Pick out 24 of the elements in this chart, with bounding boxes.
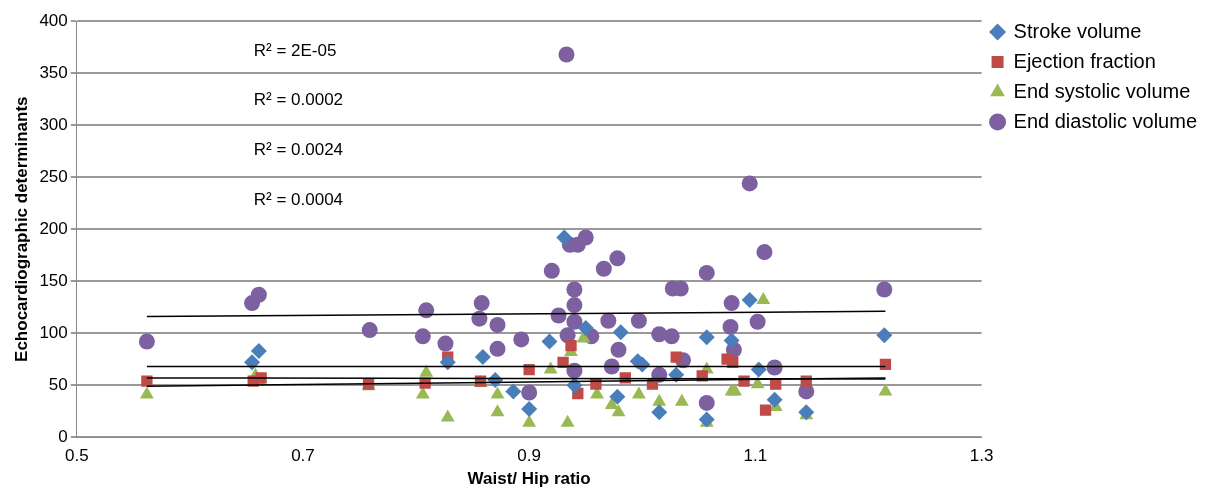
legend-label: Stroke volume: [1013, 19, 1142, 42]
x-tick-label: 0.9: [517, 446, 541, 466]
annotation: R² = 0.0002: [253, 90, 344, 110]
y-tick-label: 300: [39, 114, 68, 134]
y-tick-label: 250: [39, 166, 68, 186]
annotation: R² = 0.0024: [253, 140, 344, 160]
x-tick-label: 1.1: [743, 446, 768, 466]
y-tick-label: 50: [48, 374, 68, 394]
y-tick-label: 100: [39, 322, 68, 342]
y-axis-title: Echocardiographic determinants: [11, 96, 31, 362]
y-tick-label: 150: [39, 270, 68, 290]
y-tick-label: 400: [39, 10, 68, 30]
y-tick-label: 0: [58, 426, 68, 446]
y-tick-label: 350: [39, 62, 68, 82]
x-axis-title: Waist/ Hip ratio: [467, 469, 591, 489]
x-tick-label: 0.7: [291, 446, 315, 466]
annotation: R² = 2E-05: [253, 40, 337, 60]
y-tick-label: 200: [39, 218, 68, 238]
legend-label: Ejection fraction: [1013, 49, 1156, 72]
legend-label: End diastolic volume: [1013, 109, 1198, 132]
legend-label: End systolic volume: [1013, 79, 1191, 102]
x-tick-label: 0.5: [64, 446, 89, 466]
x-tick-label: 1.3: [969, 446, 994, 466]
annotation: R² = 0.0004: [253, 189, 344, 209]
